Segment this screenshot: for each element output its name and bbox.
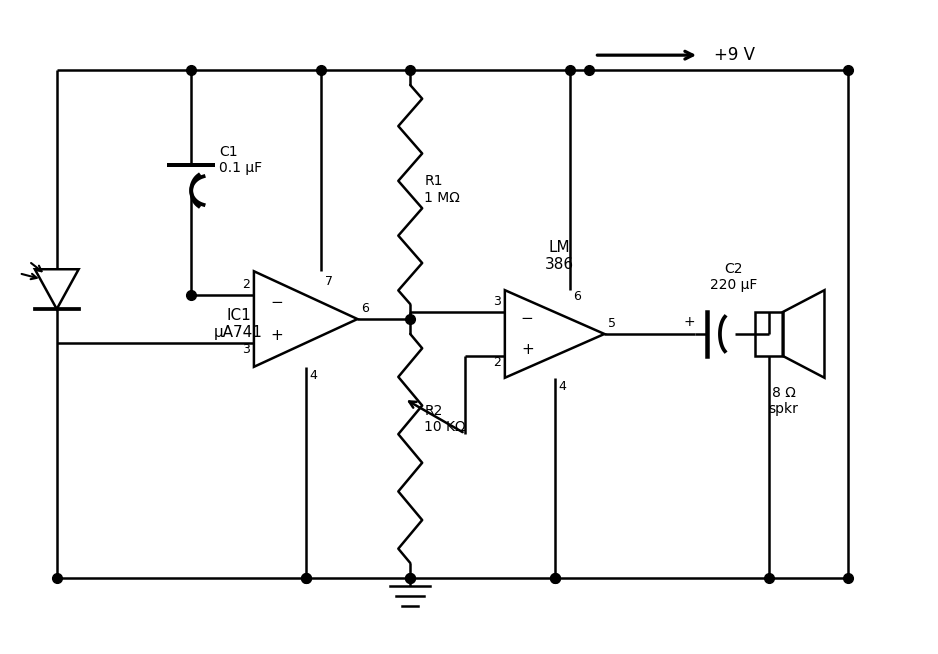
Text: +: + xyxy=(521,342,534,357)
Text: +: + xyxy=(683,315,695,329)
Text: C2
220 μF: C2 220 μF xyxy=(710,262,758,292)
Text: 3: 3 xyxy=(493,295,501,308)
Text: −: − xyxy=(521,311,534,326)
Text: 5: 5 xyxy=(609,317,616,330)
Bar xyxy=(755,312,782,356)
Text: 2: 2 xyxy=(493,356,501,369)
Text: 4: 4 xyxy=(310,369,318,382)
Text: LM
386: LM 386 xyxy=(545,240,574,272)
Text: +: + xyxy=(271,328,283,343)
Text: IC1
μA741: IC1 μA741 xyxy=(214,308,263,340)
Text: 4: 4 xyxy=(559,380,567,393)
Text: 6: 6 xyxy=(573,290,582,303)
Text: 6: 6 xyxy=(361,302,370,315)
Text: +9 V: +9 V xyxy=(714,46,755,64)
Text: R1
1 MΩ: R1 1 MΩ xyxy=(424,175,460,205)
Text: 2: 2 xyxy=(242,278,250,291)
Text: 7: 7 xyxy=(325,275,333,288)
Text: −: − xyxy=(271,295,283,310)
Text: C1
0.1 μF: C1 0.1 μF xyxy=(219,145,263,175)
Text: R2
10 KΩ: R2 10 KΩ xyxy=(424,404,466,434)
Text: 3: 3 xyxy=(242,343,250,356)
Text: 8 Ω
spkr: 8 Ω spkr xyxy=(769,386,798,416)
